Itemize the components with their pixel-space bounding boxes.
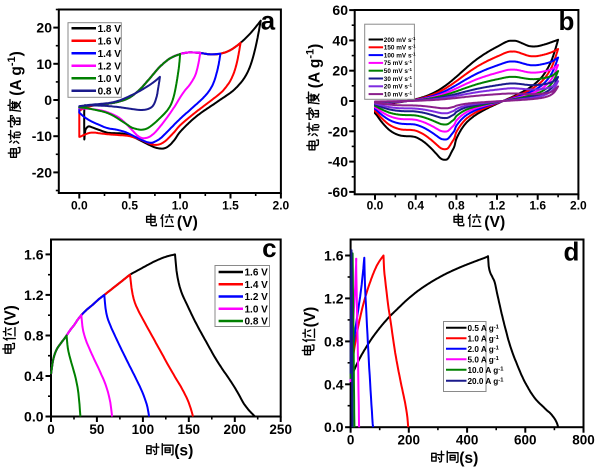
svg-text:200: 200 <box>224 422 247 437</box>
svg-text:-20: -20 <box>32 164 52 180</box>
svg-text:1.6: 1.6 <box>324 248 344 264</box>
svg-text:5.0 A g-1: 5.0 A g-1 <box>468 355 500 364</box>
svg-text:0.0: 0.0 <box>367 199 384 213</box>
svg-text:1.0: 1.0 <box>172 199 189 213</box>
svg-text:-20: -20 <box>328 123 348 139</box>
svg-text:1.0 V: 1.0 V <box>98 74 122 85</box>
svg-text:0.8: 0.8 <box>24 328 44 344</box>
svg-text:0.8: 0.8 <box>324 333 344 349</box>
svg-text:150: 150 <box>178 422 201 437</box>
svg-text:1.2: 1.2 <box>489 199 506 213</box>
svg-text:0.8: 0.8 <box>448 199 465 213</box>
svg-text:10.0 A g-1: 10.0 A g-1 <box>468 366 505 375</box>
svg-text:200 mV s-1: 200 mV s-1 <box>384 36 416 44</box>
svg-text:a: a <box>261 6 276 36</box>
svg-text:1.0 A g-1: 1.0 A g-1 <box>468 334 500 343</box>
svg-text:1.6 V: 1.6 V <box>98 36 122 47</box>
svg-text:0: 0 <box>47 422 55 437</box>
svg-text:20 mV s-1: 20 mV s-1 <box>384 83 413 91</box>
svg-text:0.4: 0.4 <box>24 368 44 384</box>
svg-text:1.2 V: 1.2 V <box>245 292 269 303</box>
svg-text:20.0 A g-1: 20.0 A g-1 <box>468 377 505 386</box>
svg-text:100: 100 <box>132 422 155 437</box>
svg-text:1.2: 1.2 <box>24 287 44 303</box>
svg-text:10: 10 <box>36 56 52 72</box>
svg-text:1.6: 1.6 <box>529 199 546 213</box>
svg-text:c: c <box>262 233 276 263</box>
svg-text:400: 400 <box>456 433 479 448</box>
svg-text:0.5: 0.5 <box>121 199 138 213</box>
svg-text:-60: -60 <box>328 184 348 200</box>
svg-text:(V): (V) <box>302 307 319 328</box>
svg-text:0.0: 0.0 <box>71 199 88 213</box>
svg-text:30 mV s-1: 30 mV s-1 <box>384 75 413 83</box>
svg-text:0.8 V: 0.8 V <box>98 86 122 97</box>
svg-text:0.0: 0.0 <box>24 409 44 425</box>
svg-text:40: 40 <box>332 32 348 48</box>
svg-text:0.5 A g-1: 0.5 A g-1 <box>468 324 500 333</box>
svg-text:-40: -40 <box>328 154 348 170</box>
svg-text:(s): (s) <box>174 443 193 460</box>
svg-text:75 mV s-1: 75 mV s-1 <box>384 59 413 67</box>
svg-text:600: 600 <box>514 433 537 448</box>
svg-text:2.0: 2.0 <box>273 199 290 213</box>
svg-text:1.6 V: 1.6 V <box>245 268 269 279</box>
svg-text:0.0: 0.0 <box>324 419 344 435</box>
svg-text:1.2 V: 1.2 V <box>98 61 122 72</box>
svg-text:(V): (V) <box>484 214 505 231</box>
svg-text:1.5: 1.5 <box>222 199 239 213</box>
svg-text:10 mV s-1: 10 mV s-1 <box>384 90 413 98</box>
svg-text:250: 250 <box>269 422 292 437</box>
svg-text:1.0 V: 1.0 V <box>245 304 269 315</box>
svg-text:800: 800 <box>572 433 595 448</box>
svg-text:(s): (s) <box>459 450 478 467</box>
svg-text:2.0: 2.0 <box>570 199 587 213</box>
svg-text:-10: -10 <box>32 128 52 144</box>
svg-text:0.8 V: 0.8 V <box>245 317 269 328</box>
svg-text:20: 20 <box>332 63 348 79</box>
svg-text:50 mV s-1: 50 mV s-1 <box>384 67 413 75</box>
svg-text:50: 50 <box>89 422 104 437</box>
svg-text:60: 60 <box>332 2 348 18</box>
svg-text:0: 0 <box>347 433 355 448</box>
svg-text:1.6: 1.6 <box>24 246 44 262</box>
svg-text:0.4: 0.4 <box>407 199 424 213</box>
svg-text:1.4 V: 1.4 V <box>98 49 122 60</box>
svg-text:1.4 V: 1.4 V <box>245 280 269 291</box>
svg-text:b: b <box>559 6 575 36</box>
svg-text:(V): (V) <box>3 305 20 326</box>
svg-text:150 mV s-1: 150 mV s-1 <box>384 44 416 52</box>
svg-text:0: 0 <box>340 93 348 109</box>
svg-text:d: d <box>564 237 580 267</box>
svg-text:100 mV s-1: 100 mV s-1 <box>384 51 416 59</box>
svg-text:200: 200 <box>398 433 421 448</box>
svg-text:0.4: 0.4 <box>324 376 344 392</box>
svg-text:0: 0 <box>44 92 52 108</box>
svg-text:20: 20 <box>36 20 52 36</box>
svg-text:2.0 A g-1: 2.0 A g-1 <box>468 345 500 354</box>
svg-text:1.2: 1.2 <box>324 290 344 306</box>
svg-text:1.8 V: 1.8 V <box>98 24 122 35</box>
svg-text:(V): (V) <box>177 214 198 231</box>
